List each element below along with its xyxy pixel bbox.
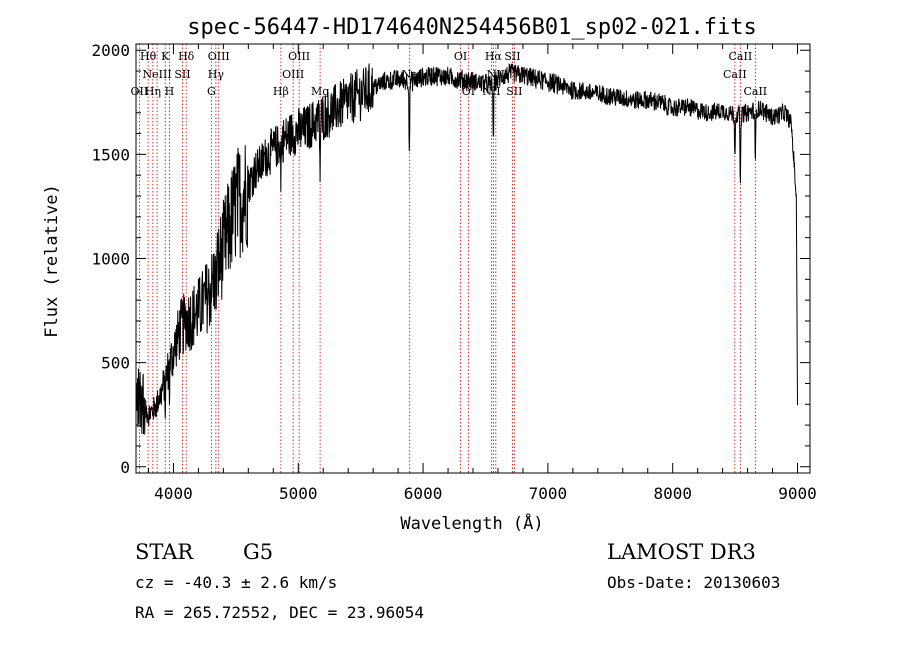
line-label: SII bbox=[504, 50, 520, 63]
line-label: Hδ bbox=[178, 50, 195, 63]
line-label: OIII bbox=[288, 50, 310, 63]
x-tick-label: 8000 bbox=[653, 484, 692, 503]
x-axis: 4000 5000 6000 7000 8000 9000 bbox=[147, 44, 817, 503]
line-label: H bbox=[165, 85, 175, 98]
line-label: OIII bbox=[282, 68, 304, 81]
redshift-cz: cz = -40.3 ± 2.6 km/s bbox=[135, 573, 338, 592]
observation-date: Obs-Date: 20130603 bbox=[607, 573, 781, 592]
line-label: OI bbox=[454, 50, 467, 63]
line-label: Hθ bbox=[140, 50, 157, 63]
line-label: G bbox=[207, 85, 216, 98]
line-label: K bbox=[161, 50, 170, 63]
line-label: Hα bbox=[485, 50, 503, 63]
line-label: Hβ bbox=[273, 85, 289, 98]
line-label: Hγ bbox=[208, 68, 225, 81]
y-tick-label: 2000 bbox=[91, 41, 130, 60]
line-label: CaII bbox=[729, 50, 753, 63]
line-label: SII bbox=[174, 68, 190, 81]
line-label: CaII bbox=[723, 68, 747, 81]
line-label: OIII bbox=[208, 50, 230, 63]
y-axis: 0 500 1000 1500 2000 bbox=[91, 41, 810, 477]
x-tick-label: 9000 bbox=[778, 484, 817, 503]
x-tick-label: 6000 bbox=[404, 484, 443, 503]
x-tick-label: 7000 bbox=[529, 484, 568, 503]
y-tick-label: 1000 bbox=[91, 250, 130, 269]
x-tick-label: 4000 bbox=[154, 484, 193, 503]
line-label: SII bbox=[506, 85, 522, 98]
line-label: CaII bbox=[743, 85, 767, 98]
survey-name: LAMOST DR3 bbox=[607, 540, 756, 564]
y-tick-label: 1500 bbox=[91, 145, 130, 164]
line-label: Mg bbox=[311, 85, 329, 98]
object-type: STAR bbox=[135, 540, 194, 564]
chart-title: spec-56447-HD174640N254456B01_sp02-021.f… bbox=[187, 15, 757, 40]
spectrum-line bbox=[135, 63, 798, 435]
y-axis-label: Flux (relative) bbox=[42, 184, 62, 338]
x-axis-label: Wavelength (Å) bbox=[400, 512, 543, 534]
line-label: NeIII bbox=[143, 68, 172, 81]
object-subclass: G5 bbox=[243, 540, 274, 564]
line-label: Hη bbox=[145, 85, 161, 98]
x-tick-label: 5000 bbox=[279, 484, 318, 503]
y-tick-label: 500 bbox=[101, 354, 130, 373]
ra-dec-coordinates: RA = 265.72552, DEC = 23.96054 bbox=[135, 603, 424, 622]
y-tick-label: 0 bbox=[120, 458, 130, 477]
